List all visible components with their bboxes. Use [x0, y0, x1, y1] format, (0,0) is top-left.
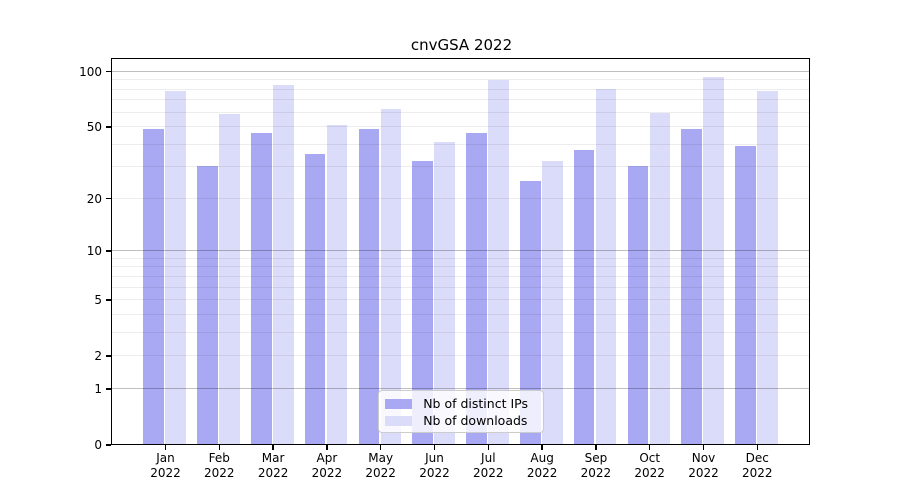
minor-gridline	[112, 275, 810, 277]
x-tick-mark	[218, 445, 220, 450]
y-tick-mark	[106, 299, 111, 301]
legend-swatch-downloads	[385, 415, 413, 426]
minor-gridline	[112, 286, 810, 288]
x-tick-label-oct: Oct 2022	[634, 451, 665, 480]
minor-gridline	[112, 332, 810, 334]
y-tick-label: 1	[94, 381, 102, 396]
bar-distinct-ips-oct	[627, 166, 649, 445]
minor-gridline	[112, 111, 810, 113]
y-tick-mark	[106, 388, 111, 390]
bar-downloads-jan	[165, 90, 187, 445]
x-tick-label-may: May 2022	[365, 451, 396, 480]
y-tick-mark	[106, 250, 111, 252]
x-tick-mark	[756, 445, 758, 450]
bar-distinct-ips-dec	[735, 145, 756, 445]
x-tick-mark	[649, 445, 651, 450]
y-tick-mark	[106, 444, 111, 446]
y-tick-label: 20	[86, 191, 102, 206]
bars-layer	[112, 59, 809, 445]
bar-downloads-nov	[703, 77, 725, 445]
legend-row-downloads: Nb of downloads	[385, 412, 543, 429]
bar-distinct-ips-apr	[304, 154, 326, 445]
bar-distinct-ips-aug	[519, 180, 541, 445]
x-tick-mark	[164, 445, 167, 450]
bar-distinct-ips-jan	[143, 129, 165, 445]
minor-gridline	[112, 143, 810, 145]
x-tick-mark	[595, 445, 597, 450]
bar-distinct-ips-mar	[250, 132, 272, 445]
x-tick-mark	[433, 445, 436, 450]
y-tick-label: 100	[79, 64, 102, 79]
bar-downloads-apr	[326, 124, 348, 445]
bar-downloads-jun	[434, 141, 456, 445]
y-tick-mark	[106, 70, 111, 73]
x-tick-label-sep: Sep 2022	[580, 451, 612, 480]
minor-gridline	[112, 126, 810, 128]
legend-label-distinct-ips: Nb of distinct IPs	[423, 396, 528, 412]
bar-downloads-may	[380, 109, 402, 445]
legend: Nb of distinct IPs Nb of downloads	[378, 390, 545, 434]
minor-gridline	[112, 197, 810, 199]
minor-gridline	[112, 299, 810, 301]
bar-downloads-oct	[649, 112, 671, 445]
minor-gridline	[112, 79, 810, 81]
y-tick-mark	[106, 126, 111, 128]
minor-gridline	[112, 355, 810, 357]
x-tick-label-jan: Jan 2022	[150, 451, 181, 480]
y-tick-label: 2	[94, 349, 102, 364]
y-tick-mark	[106, 197, 111, 200]
bar-downloads-feb	[219, 114, 240, 445]
x-tick-label-jun: Jun 2022	[419, 451, 450, 480]
x-tick-label-nov: Nov 2022	[688, 451, 719, 480]
x-tick-label-dec: Dec 2022	[742, 451, 773, 480]
bar-distinct-ips-jun	[412, 161, 434, 445]
bar-downloads-jul	[488, 80, 509, 445]
bar-downloads-mar	[272, 84, 294, 445]
x-tick-label-jul: Jul 2022	[473, 451, 504, 480]
y-tick-mark	[106, 355, 111, 357]
y-tick-label: 10	[86, 243, 102, 258]
legend-row-distinct-ips: Nb of distinct IPs	[385, 395, 543, 412]
major-gridline	[112, 250, 810, 252]
x-tick-label-mar: Mar 2022	[257, 451, 289, 480]
major-gridline	[112, 388, 810, 390]
minor-gridline	[112, 88, 810, 90]
x-tick-label-apr: Apr 2022	[311, 451, 343, 480]
x-tick-mark	[326, 445, 328, 450]
major-gridline	[112, 70, 810, 72]
x-tick-label-aug: Aug 2022	[526, 451, 558, 480]
y-tick-label: 5	[94, 293, 102, 308]
bar-downloads-aug	[541, 161, 563, 445]
chart-title: cnvGSA 2022	[410, 36, 513, 54]
minor-gridline	[112, 266, 810, 268]
bar-distinct-ips-feb	[197, 166, 218, 445]
legend-swatch-distinct-ips	[385, 398, 413, 409]
grid-layer	[112, 59, 810, 444]
x-tick-mark	[487, 445, 489, 450]
x-tick-label-feb: Feb 2022	[204, 451, 235, 480]
minor-gridline	[112, 99, 810, 101]
bar-distinct-ips-sep	[573, 149, 595, 445]
bar-downloads-dec	[757, 90, 778, 445]
bar-distinct-ips-nov	[681, 129, 703, 445]
minor-gridline	[112, 313, 810, 315]
plot-area: Nb of distinct IPs Nb of downloads	[111, 58, 811, 446]
x-tick-mark	[272, 445, 274, 450]
bar-distinct-ips-jul	[466, 132, 487, 445]
minor-gridline	[112, 166, 810, 168]
y-tick-label: 0	[94, 438, 102, 452]
bar-distinct-ips-may	[358, 129, 380, 445]
minor-gridline	[112, 257, 810, 259]
y-tick-label: 50	[86, 119, 102, 134]
legend-label-downloads: Nb of downloads	[423, 413, 528, 429]
x-tick-mark	[702, 445, 705, 450]
bar-downloads-sep	[595, 88, 617, 445]
x-tick-mark	[541, 445, 543, 450]
x-tick-mark	[380, 445, 382, 450]
